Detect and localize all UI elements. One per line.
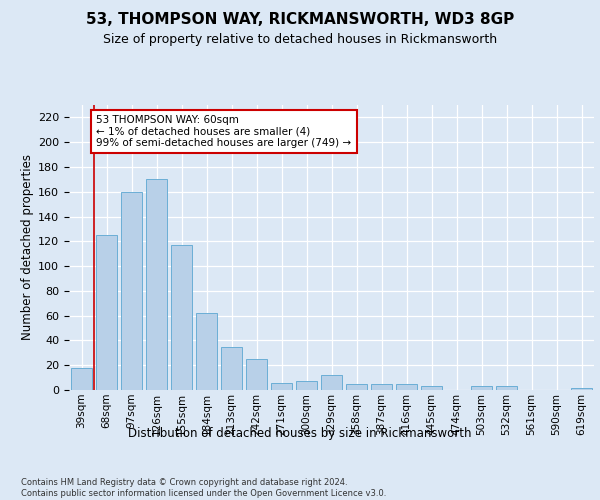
Bar [196,313,217,390]
Bar [146,180,167,390]
Bar [221,346,242,390]
Bar [421,386,442,390]
Bar [271,382,292,390]
Bar [321,375,342,390]
Bar [471,386,492,390]
Bar [121,192,142,390]
Text: 53, THOMPSON WAY, RICKMANSWORTH, WD3 8GP: 53, THOMPSON WAY, RICKMANSWORTH, WD3 8GP [86,12,514,28]
Bar [171,245,192,390]
Bar [96,235,117,390]
Text: Distribution of detached houses by size in Rickmansworth: Distribution of detached houses by size … [128,428,472,440]
Y-axis label: Number of detached properties: Number of detached properties [21,154,34,340]
Text: Size of property relative to detached houses in Rickmansworth: Size of property relative to detached ho… [103,32,497,46]
Text: 53 THOMPSON WAY: 60sqm
← 1% of detached houses are smaller (4)
99% of semi-detac: 53 THOMPSON WAY: 60sqm ← 1% of detached … [97,115,352,148]
Bar [346,384,367,390]
Bar [296,382,317,390]
Bar [246,359,267,390]
Bar [371,384,392,390]
Bar [396,384,417,390]
Bar [496,386,517,390]
Bar [571,388,592,390]
Bar [71,368,92,390]
Text: Contains HM Land Registry data © Crown copyright and database right 2024.
Contai: Contains HM Land Registry data © Crown c… [21,478,386,498]
